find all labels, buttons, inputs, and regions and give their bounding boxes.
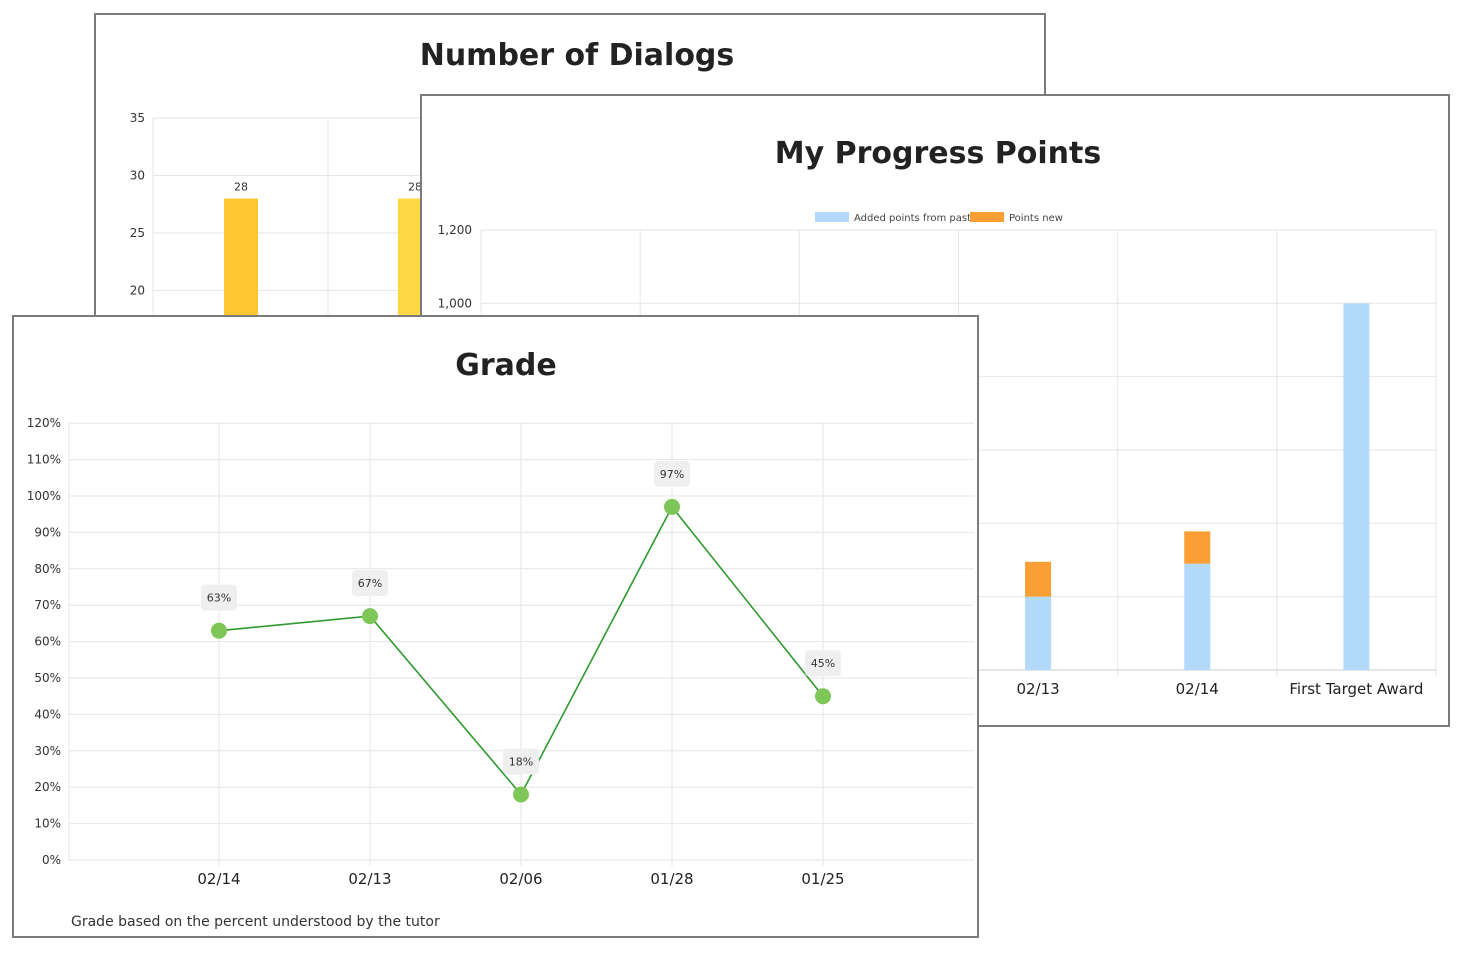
grade-ytick-label: 110%	[27, 453, 61, 467]
grade-chart-panel: Grade 0% 10% 20% 30% 40% 50% 60% 70% 80% 90% 100% 1…	[12, 315, 979, 938]
grade-data-label: 45%	[811, 657, 835, 670]
grade-data-label-bg	[503, 748, 539, 775]
progress-category-label: 02/13	[1016, 680, 1059, 698]
progress-chart-legend[interactable]: Added points from past Points new	[815, 212, 1063, 224]
grade-ytick-label: 40%	[34, 707, 61, 721]
grade-ytick-label: 70%	[34, 598, 61, 612]
progress-bar-segment	[1343, 303, 1370, 670]
grade-ytick-label: 0%	[42, 853, 61, 867]
progress-bar-segment	[1025, 596, 1052, 670]
grade-category-label: 02/13	[348, 870, 391, 888]
dialogs-ytick-label: 25	[130, 226, 145, 240]
progress-chart-title: My Progress Points	[775, 136, 1101, 171]
progress-bar-segment	[1184, 563, 1211, 670]
progress-bar-segment	[1184, 531, 1211, 564]
dialogs-bar-label: 28	[408, 181, 422, 194]
grade-data-label: 67%	[358, 577, 382, 590]
grade-ytick-label: 30%	[34, 744, 61, 758]
progress-ytick-label: 1,000	[438, 296, 472, 310]
grade-data-label: 63%	[207, 592, 231, 605]
grade-category-label: 02/14	[197, 870, 240, 888]
grade-category-label: 02/06	[499, 870, 542, 888]
grade-data-label-bg	[805, 650, 841, 677]
grade-ytick-label: 90%	[34, 525, 61, 539]
grade-data-point[interactable]	[211, 622, 227, 639]
legend-swatch-new	[970, 212, 1004, 222]
grade-chart-svg: Grade 0% 10% 20% 30% 40% 50% 60% 70% 80% 90% 100% 1…	[27, 348, 974, 930]
dialogs-bar-label: 28	[234, 181, 248, 194]
grade-category-label: 01/25	[801, 870, 844, 888]
dialogs-ytick-label: 30	[130, 169, 145, 183]
grade-ytick-label: 50%	[34, 671, 61, 685]
grade-ytick-label: 60%	[34, 635, 61, 649]
grade-data-label-bg	[201, 584, 237, 611]
progress-bar-segment	[1025, 561, 1052, 597]
progress-ytick-label: 1,200	[438, 223, 472, 237]
grade-chart-note: Grade based on the percent understood by…	[71, 914, 440, 930]
dialogs-ytick-label: 35	[130, 111, 145, 125]
grade-data-label-bg	[654, 460, 690, 487]
grade-category-label: 01/28	[650, 870, 693, 888]
legend-label-new: Points new	[1009, 213, 1063, 224]
grade-ytick-label: 100%	[27, 489, 61, 503]
progress-category-label: 02/14	[1176, 680, 1219, 698]
grade-ytick-label: 120%	[27, 416, 61, 430]
dialogs-ytick-label: 20	[130, 284, 145, 298]
progress-category-label: First Target Award	[1289, 680, 1423, 698]
grade-data-label: 18%	[509, 755, 533, 768]
grade-data-point[interactable]	[513, 786, 529, 803]
grade-ytick-label: 20%	[34, 780, 61, 794]
legend-label-past: Added points from past	[854, 213, 971, 224]
grade-data-label-bg	[352, 570, 388, 597]
dialogs-chart-title: Number of Dialogs	[420, 38, 735, 73]
grade-ytick-label: 10%	[34, 817, 61, 831]
grade-chart-title: Grade	[455, 348, 556, 383]
grade-data-point[interactable]	[362, 608, 378, 625]
legend-swatch-past	[815, 212, 849, 222]
grade-data-point[interactable]	[815, 688, 831, 705]
progress-chart-svg: My Progress Points Added points from pas…	[438, 136, 1437, 698]
grade-ytick-label: 80%	[34, 562, 61, 576]
grade-data-label: 97%	[660, 468, 684, 481]
grade-data-point[interactable]	[664, 498, 680, 515]
